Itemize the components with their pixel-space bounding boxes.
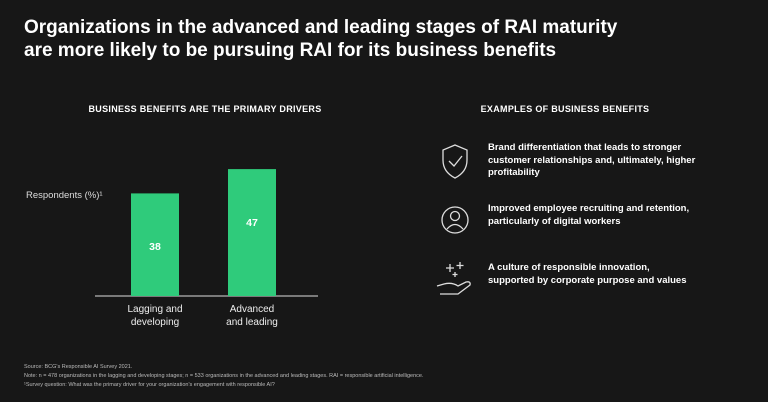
person-body: [446, 223, 464, 230]
x-tick-label: Lagging and developing: [127, 304, 183, 328]
hand-icon: [436, 281, 471, 295]
examples-heading: EXAMPLES OF BUSINESS BENEFITS: [480, 104, 650, 114]
chart-heading: BUSINESS BENEFITS ARE THE PRIMARY DRIVER…: [88, 104, 322, 114]
person-head: [449, 210, 461, 222]
footnote: Note: n = 478 organizations in the laggi…: [24, 373, 424, 379]
bar: [228, 169, 276, 296]
y-label: Respondents (%)¹: [26, 190, 103, 201]
check-icon: [448, 155, 463, 167]
title: Organizations in the advanced and leadin…: [24, 17, 618, 61]
value-label: 38: [149, 241, 161, 253]
person-icon: [441, 206, 469, 234]
value-label: 47: [246, 217, 258, 229]
footnote: ¹Survey question: What was the primary d…: [24, 382, 275, 388]
sparkles-icon: [446, 262, 464, 277]
x-tick-label: Advanced and leading: [226, 304, 278, 328]
footnote: Source: BCG's Responsible AI Survey 2021…: [24, 364, 133, 370]
example-item: A culture of responsible innovation, sup…: [488, 262, 687, 286]
icons: [436, 144, 471, 295]
example-item: Improved employee recruiting and retenti…: [488, 203, 690, 227]
example-item: Brand differentiation that leads to stro…: [488, 142, 696, 178]
bar: [131, 193, 179, 296]
shield-icon: [442, 144, 468, 179]
